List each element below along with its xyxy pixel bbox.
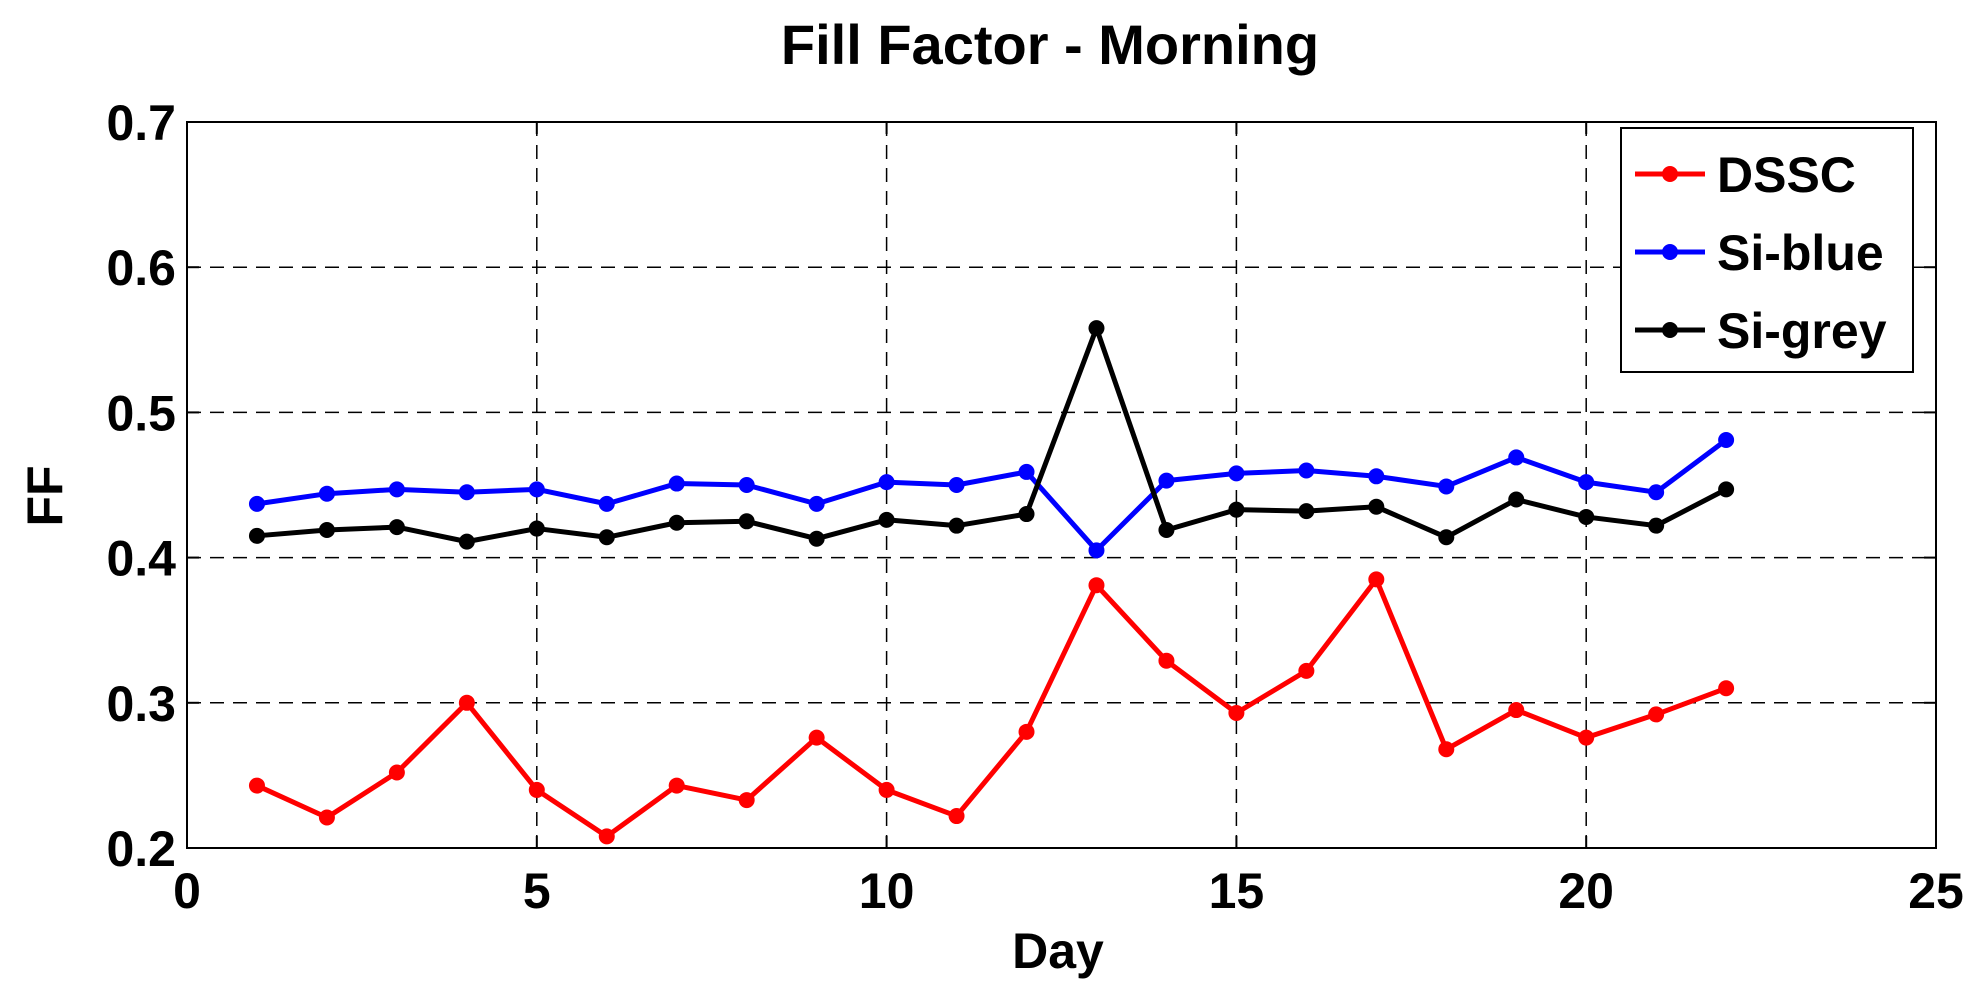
data-point-dssc <box>1298 662 1315 679</box>
data-point-si-blue <box>1018 463 1035 480</box>
data-point-dssc <box>598 828 615 845</box>
data-point-dssc <box>458 694 475 711</box>
data-point-si-blue <box>1298 462 1315 479</box>
y-tick-label: 0.2 <box>106 821 176 877</box>
data-point-si-grey <box>1158 522 1175 539</box>
data-point-si-grey <box>1578 508 1595 525</box>
legend-marker-si-blue <box>1662 244 1678 260</box>
data-point-si-grey <box>1648 517 1665 534</box>
data-point-si-blue <box>1578 474 1595 491</box>
data-point-dssc <box>318 809 335 826</box>
data-point-si-blue <box>948 477 965 493</box>
data-point-dssc <box>1718 680 1735 697</box>
data-point-dssc <box>1368 571 1385 588</box>
data-point-si-grey <box>808 530 825 547</box>
legend-marker-si-grey <box>1662 322 1678 338</box>
data-point-si-blue <box>1508 449 1525 466</box>
x-tick-label: 20 <box>1558 863 1614 919</box>
x-tick-label: 10 <box>859 863 915 919</box>
data-point-dssc <box>1438 741 1455 758</box>
data-point-si-grey <box>948 517 965 534</box>
x-tick-label: 25 <box>1908 863 1964 919</box>
data-point-si-blue <box>1158 472 1175 489</box>
data-point-dssc <box>248 777 265 794</box>
x-axis-label: Day <box>1012 923 1104 979</box>
data-point-si-blue <box>458 484 475 501</box>
chart-title: Fill Factor - Morning <box>781 13 1319 76</box>
data-point-si-blue <box>1718 431 1735 448</box>
data-point-si-blue <box>1438 478 1455 495</box>
data-point-si-grey <box>878 511 895 528</box>
data-point-si-grey <box>1718 481 1735 498</box>
data-point-si-grey <box>1228 501 1245 518</box>
data-point-si-blue <box>528 481 545 498</box>
data-point-si-grey <box>528 520 545 537</box>
y-tick-label: 0.3 <box>106 676 176 732</box>
data-point-si-grey <box>668 514 685 531</box>
series-line-si-blue <box>256 437 1728 553</box>
y-tick-label: 0.4 <box>106 531 176 587</box>
y-axis-label: FF <box>17 465 73 526</box>
legend-label-si-grey: Si-grey <box>1717 303 1887 359</box>
legend: DSSC Si-blue Si-grey <box>1620 127 1914 373</box>
y-tick-label: 0.7 <box>106 95 176 151</box>
data-point-si-blue <box>318 485 335 502</box>
data-point-si-blue <box>878 474 895 491</box>
axes-box <box>186 121 1937 849</box>
data-point-dssc <box>528 781 545 798</box>
legend-label-dssc: DSSC <box>1717 147 1856 203</box>
data-point-dssc <box>1228 704 1245 721</box>
data-point-dssc <box>1088 577 1105 594</box>
data-point-si-blue <box>738 477 755 493</box>
data-point-dssc <box>878 781 895 798</box>
data-point-si-grey <box>248 527 265 544</box>
data-point-si-grey <box>1438 529 1455 546</box>
data-point-dssc <box>808 729 825 746</box>
data-point-si-grey <box>458 533 475 550</box>
legend-marker-dssc <box>1662 166 1678 182</box>
data-point-si-grey <box>1368 498 1385 515</box>
data-point-si-blue <box>1088 542 1105 559</box>
y-tick-label: 0.5 <box>106 385 176 441</box>
y-tick-label: 0.6 <box>106 240 176 296</box>
data-point-si-blue <box>388 481 405 498</box>
data-point-si-grey <box>1088 320 1105 337</box>
data-point-si-blue <box>1648 484 1665 501</box>
data-point-dssc <box>1508 702 1525 719</box>
data-point-si-grey <box>598 529 615 546</box>
data-point-dssc <box>1578 729 1595 746</box>
data-point-si-blue <box>808 495 825 512</box>
data-point-si-grey <box>1508 491 1525 508</box>
data-point-dssc <box>388 764 405 781</box>
data-point-si-grey <box>1298 503 1315 520</box>
data-point-dssc <box>1018 723 1035 740</box>
data-point-si-grey <box>738 513 755 530</box>
data-point-si-blue <box>598 495 615 512</box>
data-point-si-blue <box>248 495 265 512</box>
data-point-si-blue <box>1368 468 1385 485</box>
data-point-dssc <box>668 777 685 794</box>
data-point-si-blue <box>1228 465 1245 482</box>
data-point-si-blue <box>668 475 685 492</box>
data-point-si-grey <box>1018 506 1035 523</box>
x-tick-label: 15 <box>1209 863 1265 919</box>
data-point-dssc <box>738 792 755 809</box>
data-point-si-grey <box>388 519 405 536</box>
legend-label-si-blue: Si-blue <box>1717 225 1884 281</box>
series-line-si-grey <box>256 325 1728 545</box>
data-point-dssc <box>1158 652 1175 669</box>
data-point-dssc <box>948 808 965 825</box>
data-point-dssc <box>1648 706 1665 723</box>
x-tick-label: 5 <box>523 863 551 919</box>
series-line-dssc <box>255 576 1727 839</box>
data-point-si-grey <box>318 522 335 539</box>
x-tick-label: 0 <box>173 863 201 919</box>
